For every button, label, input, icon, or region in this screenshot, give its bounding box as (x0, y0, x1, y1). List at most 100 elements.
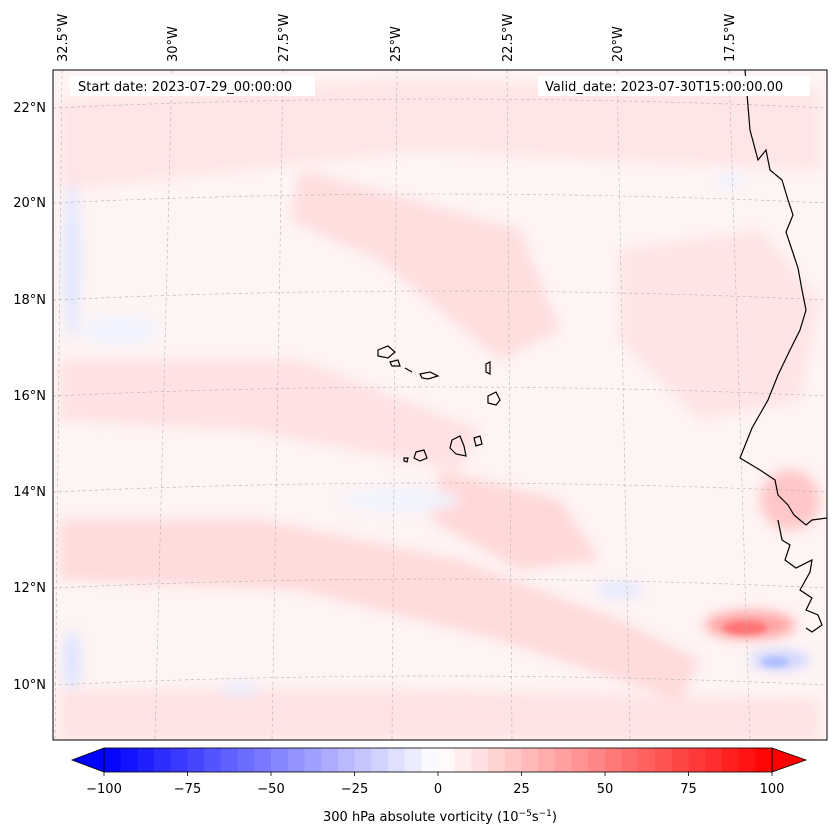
colorbar-segment (137, 748, 155, 772)
valid-date-label: Valid_date: 2023-07-30T15:00:00.00 (545, 80, 783, 95)
africa-coastline (777, 519, 823, 633)
colorbar-segment (220, 748, 239, 772)
lat-label: 10°N (13, 678, 46, 693)
colorbar-segment (204, 748, 222, 772)
cape-verde-island (377, 345, 396, 359)
lon-label: 27.5°W (277, 14, 292, 62)
colorbar-segment (271, 748, 289, 772)
colorbar-tick-label: 100 (760, 782, 785, 797)
gridline (271, 70, 284, 740)
valid-date-box (538, 76, 810, 96)
colorbar-segment (638, 748, 656, 772)
colorbar-segment (688, 748, 706, 772)
vorticity-min (340, 488, 460, 512)
gridline (53, 290, 827, 301)
lon-label: 30°W (166, 26, 181, 62)
lon-label: 20°W (611, 26, 626, 62)
cape-verde-island (389, 359, 401, 367)
cape-verde-island (487, 391, 501, 406)
lon-label: 25°W (389, 26, 404, 62)
colorbar-tick-label: 50 (597, 782, 614, 797)
colorbar-segment (538, 748, 556, 772)
gridline (53, 578, 827, 589)
vorticity-min (64, 180, 80, 340)
colorbar-segment (571, 748, 589, 772)
lat-label: 16°N (13, 389, 46, 404)
vorticity-band (60, 520, 700, 700)
colorbar-segment (387, 748, 406, 772)
colorbar-max-extend (771, 747, 808, 773)
colorbar-segment (504, 748, 522, 772)
colorbar-segment (521, 748, 539, 772)
colorbar-title-end: ) (552, 810, 557, 825)
cape-verde-island (449, 435, 467, 457)
cape-verde-island (403, 457, 409, 463)
vorticity-min (761, 657, 789, 667)
colorbar-segment (321, 748, 339, 772)
africa-coastline (739, 70, 827, 526)
colorbar-segment (454, 748, 472, 772)
vorticity-max (760, 470, 820, 530)
gridline (54, 70, 63, 740)
colorbar-tick-label: 75 (680, 782, 697, 797)
colorbar-segment (120, 748, 138, 772)
colorbar-segment (588, 748, 606, 772)
gridlines (53, 70, 827, 740)
colorbar-segment (404, 748, 422, 772)
colorbar-segment (237, 748, 255, 772)
colorbar-title-mid: s (532, 810, 539, 825)
gridline (616, 70, 631, 740)
gridline (53, 482, 827, 493)
colorbar-segment (304, 748, 322, 772)
gridline (728, 70, 751, 740)
colorbar-tick-labels: −100 −75 −50 −25 0 25 50 75 100 (86, 782, 784, 797)
vorticity-min (80, 316, 160, 344)
colorbar-title: 300 hPa absolute vorticity (10−5s−1) (323, 809, 557, 825)
colorbar-segment (438, 748, 456, 772)
start-date-label: Start date: 2023-07-29_00:00:00 (78, 80, 292, 95)
vorticity-min (595, 582, 645, 598)
colorbar-segment (655, 748, 673, 772)
colorbar: −100 −75 −50 −25 0 25 50 75 100 300 hPa … (70, 747, 808, 825)
gridline (154, 70, 173, 740)
colorbar-tick-label: −50 (257, 782, 284, 797)
colorbar-segment (605, 748, 623, 772)
colorbar-segment (488, 748, 506, 772)
colorbar-segment (187, 748, 205, 772)
vorticity-max (723, 621, 767, 635)
lon-label: 32.5°W (56, 14, 71, 62)
colorbar-tick-label: −25 (341, 782, 368, 797)
colorbar-segment (671, 748, 689, 772)
gridline (391, 70, 398, 740)
vorticity-min (220, 684, 260, 696)
vorticity-band (620, 230, 820, 420)
start-date-box (70, 76, 315, 96)
colorbar-segments (104, 748, 773, 772)
lat-label: 20°N (13, 196, 46, 211)
colorbar-segment (755, 748, 773, 772)
latitude-labels: 22°N 20°N 18°N 16°N 14°N 12°N 10°N (13, 101, 46, 693)
lat-label: 14°N (13, 485, 46, 500)
colorbar-tick-label: 0 (434, 782, 442, 797)
colorbar-segment (738, 748, 756, 772)
colorbar-tick-label: −75 (174, 782, 201, 797)
colorbar-segment (154, 748, 172, 772)
colorbar-segment (554, 748, 573, 772)
map-frame (52, 69, 828, 741)
gridline (53, 193, 827, 204)
colorbar-segment (721, 748, 740, 772)
colorbar-title-exp1: −5 (519, 809, 532, 819)
colorbar-segment (371, 748, 389, 772)
cape-verde-island (404, 367, 413, 373)
lat-label: 12°N (13, 581, 46, 596)
colorbar-min-extend (70, 747, 105, 773)
coastlines (377, 70, 827, 633)
vorticity-min (64, 630, 80, 690)
vorticity-min (716, 172, 744, 188)
lat-label: 22°N (13, 101, 46, 116)
gridline (53, 675, 827, 686)
cape-verde-island (413, 449, 428, 462)
colorbar-segment (471, 748, 489, 772)
colorbar-segment (254, 748, 272, 772)
